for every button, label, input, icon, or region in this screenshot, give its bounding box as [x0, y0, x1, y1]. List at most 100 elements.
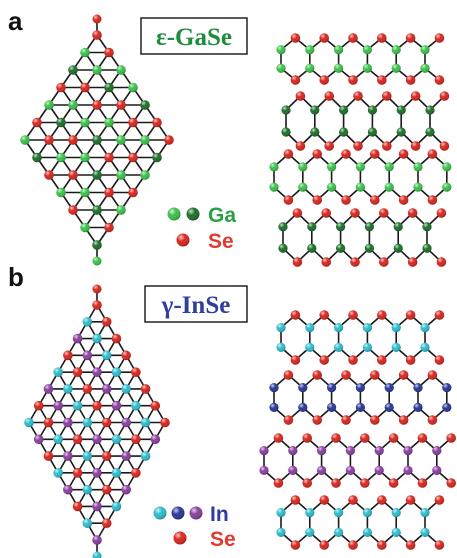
atom-shading [321, 257, 332, 267]
atom-shading [413, 162, 423, 172]
atom-shading [92, 256, 102, 266]
atom-shading [432, 446, 442, 456]
atom-shading [56, 117, 66, 128]
atom-shading [348, 495, 358, 505]
atom-shading [420, 342, 430, 352]
atom-shading [403, 465, 413, 475]
atom-shading [355, 162, 365, 172]
atom-shading [312, 195, 323, 205]
atom-shading [391, 45, 401, 55]
atom-shading [298, 383, 308, 393]
atom-shading [391, 63, 401, 73]
atom-shading [92, 170, 102, 180]
atom-shading [348, 33, 358, 43]
atom-shading [140, 451, 151, 461]
atom-shading [312, 149, 323, 159]
atom-shading [56, 187, 66, 198]
atom-shading [312, 370, 323, 380]
atom-shading [410, 141, 421, 151]
atom-shading [273, 478, 284, 488]
atom-shading [348, 540, 358, 550]
atom-shading [305, 45, 315, 55]
atom-shading [278, 222, 288, 232]
atom-shading [327, 162, 337, 172]
atom-shading [377, 75, 387, 85]
atom-shading [295, 91, 306, 101]
atom-shading [370, 415, 380, 425]
atom-shading [382, 141, 392, 151]
atom-shading [72, 367, 83, 377]
atom-shading [44, 135, 54, 145]
atom-shading [417, 478, 428, 488]
atom-shading [405, 540, 416, 550]
atom-shading [63, 384, 73, 394]
atom-shading [324, 141, 335, 151]
atom-shading [427, 149, 438, 159]
atom-shading [305, 63, 315, 73]
atom-shading [353, 141, 363, 151]
atom-shading [80, 187, 90, 198]
atom-shading [92, 30, 102, 40]
atom-shading [370, 195, 380, 205]
atom-shading [121, 417, 131, 428]
atom-shading [72, 434, 83, 445]
atom-shading [307, 243, 317, 253]
atom-shading [116, 170, 126, 180]
atom-shading [101, 451, 112, 461]
atom-shading [292, 208, 303, 218]
atom-shading [72, 501, 83, 512]
atom-shading [269, 383, 279, 393]
atom-shading [259, 465, 269, 475]
atom-shading [111, 468, 122, 478]
atom-shading [405, 75, 416, 85]
atom-shading [327, 402, 337, 412]
atom-shading [377, 310, 387, 320]
atom-shading [92, 65, 102, 75]
atom-shading [80, 117, 90, 128]
atom-shading [348, 75, 358, 85]
atom-shading [72, 468, 83, 478]
atom-shading [434, 310, 445, 320]
atom-shading [334, 45, 344, 55]
atom-shading [370, 149, 380, 159]
atom-shading [362, 527, 372, 538]
atom-shading [276, 342, 286, 352]
atom-shading [92, 551, 102, 558]
atom-shading [422, 222, 432, 232]
atom-shading [427, 415, 438, 425]
atom-shading [43, 384, 54, 394]
atom-shading [364, 222, 374, 232]
atom-shading [302, 478, 313, 488]
atom-shading [63, 417, 73, 428]
atom-shading [44, 100, 54, 110]
atom-shading [92, 300, 102, 310]
atom-shading [56, 152, 66, 163]
atom-shading [345, 465, 355, 475]
atom-shading [92, 284, 102, 294]
atom-shading [319, 75, 330, 85]
atom-shading [384, 182, 394, 192]
atom-shading [420, 45, 430, 55]
atom-shading [310, 127, 320, 137]
atom-shading [434, 33, 445, 43]
atom-shading [82, 451, 93, 461]
atom-shading [92, 333, 102, 344]
atom-shading [341, 415, 351, 425]
atom-shading [388, 433, 399, 443]
atom-shading [370, 370, 380, 380]
panel-a-title: ε-GaSe [156, 24, 232, 51]
atom-shading [298, 402, 308, 412]
panel-b-top-view [24, 284, 170, 558]
atom-shading [413, 182, 423, 192]
atom-shading [269, 182, 279, 192]
atom-shading [355, 383, 365, 393]
atom-shading [80, 47, 90, 58]
atom-shading [362, 342, 372, 352]
atom-shading [140, 100, 150, 110]
atom-shading [82, 484, 93, 495]
atom-shading [384, 402, 394, 412]
atom-shading [278, 243, 288, 253]
atom-shading [150, 434, 161, 445]
atom-shading [92, 135, 102, 145]
atom-shading [53, 400, 63, 411]
